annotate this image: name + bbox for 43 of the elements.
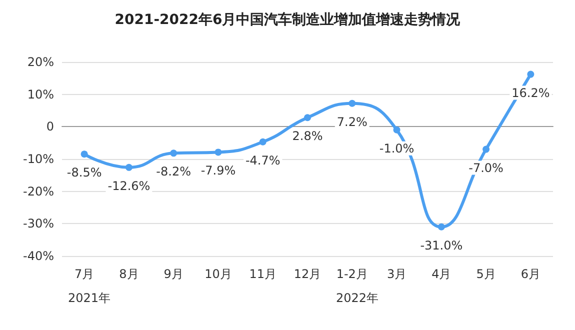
y-tick-label: 0: [46, 120, 54, 134]
data-label: -1.0%: [379, 141, 414, 156]
text: 2022年: [336, 291, 379, 305]
data-label: -8.2%: [156, 164, 192, 179]
point: [482, 146, 490, 153]
point: [348, 100, 356, 107]
point: [80, 150, 88, 158]
text: 2021年: [68, 291, 111, 305]
y-tick-label: -30%: [22, 216, 54, 231]
chart-title: 2021-2022年6月中国汽车制造业增加值增速走势情况: [114, 11, 462, 28]
data-label: 7.2%: [336, 114, 368, 129]
x-tick-label: 7月: [74, 267, 94, 281]
data-label: -7.0%: [468, 160, 504, 175]
y-tick-label: 10%: [27, 87, 54, 102]
x-tick-label: 1-2月: [336, 267, 368, 281]
y-tick-label: 20%: [27, 55, 54, 69]
data-label: -4.7%: [245, 153, 280, 168]
point: [125, 164, 132, 171]
point: [259, 138, 266, 146]
y-tick-label: -20%: [22, 184, 54, 198]
point: [393, 126, 400, 134]
x-tick-label: 10月: [204, 267, 232, 281]
data-label: 2.8%: [292, 129, 323, 144]
x-tick-label: 12月: [294, 267, 322, 281]
x-tick-label: 3月: [386, 267, 407, 281]
x-tick-label: 4月: [432, 267, 452, 281]
x-tick-label: 5月: [476, 267, 496, 281]
point: [438, 223, 445, 230]
x-tick-label: 9月: [164, 267, 184, 281]
data-label: -31.0%: [420, 238, 463, 252]
data-label: -12.6%: [108, 178, 150, 193]
point: [214, 148, 222, 156]
x-tick-label: 11月: [249, 267, 277, 281]
data-label: -7.9%: [200, 164, 236, 178]
x-tick-label: 8月: [119, 267, 139, 281]
point: [304, 114, 311, 122]
data-label: 16.2%: [512, 86, 550, 100]
data-label: -8.5%: [66, 166, 102, 180]
y-tick-label: -40%: [22, 249, 54, 263]
x-tick-label: 6月: [520, 267, 540, 281]
point: [527, 70, 534, 78]
point: [170, 150, 178, 157]
y-tick-label: -10%: [22, 152, 54, 166]
